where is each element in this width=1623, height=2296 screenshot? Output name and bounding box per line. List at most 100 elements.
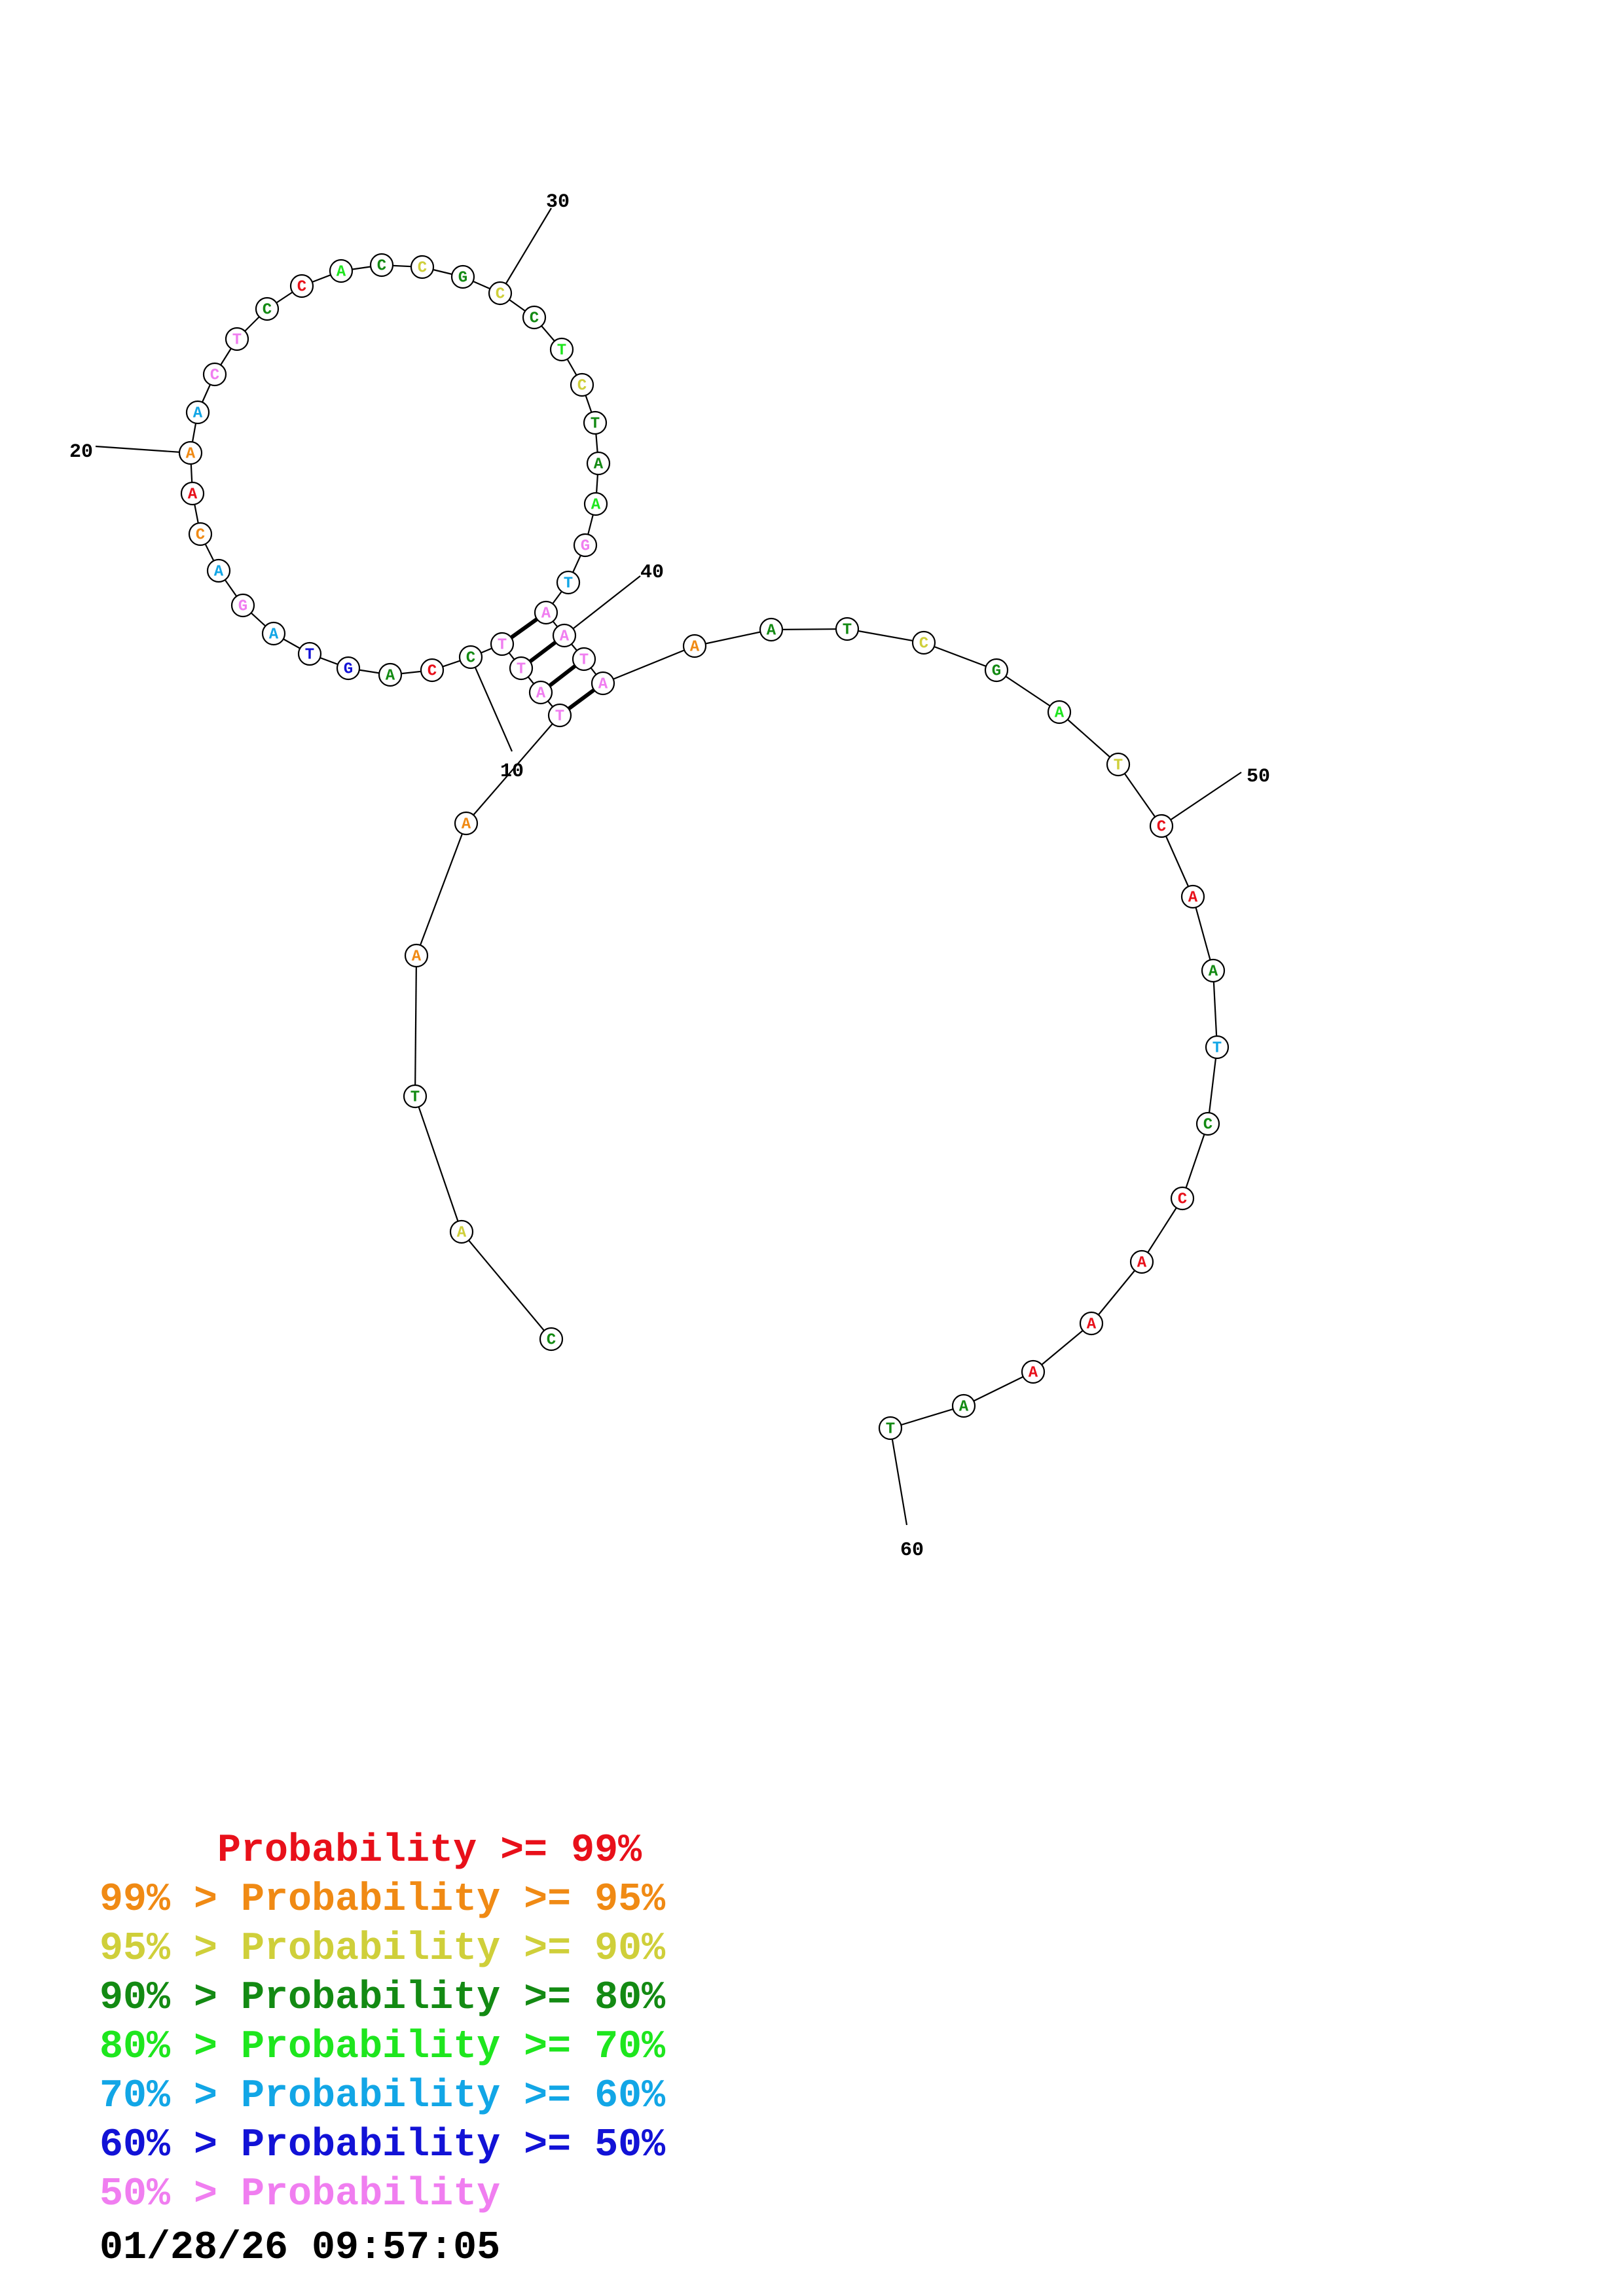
legend-entry-6: 60% > Probability >= 50% (100, 2123, 666, 2168)
nucleotide-circle (509, 656, 534, 681)
position-label: 40 (640, 562, 664, 584)
timestamp: 01/28/26 09:57:05 (100, 2226, 501, 2270)
nucleotide-circle (378, 662, 403, 687)
nucleotide-letter: A (193, 404, 203, 422)
nucleotide-letter: T (591, 415, 600, 433)
nucleotide-letter: T (886, 1420, 895, 1438)
nucleotide: A (591, 671, 615, 696)
nucleotide: A (185, 400, 210, 425)
nucleotide: T (878, 1416, 903, 1441)
nucleotide-letter: C (919, 635, 928, 653)
tick-line (564, 575, 641, 636)
nucleotide-letter: T (1114, 757, 1123, 774)
position-label: 30 (546, 191, 570, 213)
backbone-segment (602, 645, 695, 685)
nucleotide-letter: A (1137, 1254, 1147, 1272)
nucleotide-letter: A (1029, 1364, 1038, 1382)
nucleotide-letter: T (579, 651, 589, 669)
nucleotide-letter: C (263, 301, 272, 319)
nucleotide: G (336, 656, 361, 681)
nucleotide-letter: A (959, 1398, 969, 1416)
tick-line (500, 207, 552, 294)
nucleotide: A (951, 1393, 976, 1418)
nucleotide: T (1205, 1035, 1230, 1060)
nucleotide-letter: C (1203, 1116, 1213, 1134)
nucleotide-circle (528, 680, 553, 705)
nucleotide: C (522, 305, 547, 330)
backbone-segment (1059, 711, 1119, 765)
nucleotide-circle (586, 451, 611, 476)
nucleotide: A (1079, 1311, 1104, 1336)
nucleotide-circle (490, 632, 515, 656)
nucleotide-letter: A (1087, 1316, 1097, 1333)
position-label: 50 (1247, 766, 1270, 788)
backbone-segment (1181, 1123, 1209, 1199)
nucleotide-circle (329, 259, 354, 283)
nucleotide-circle (403, 1084, 428, 1109)
nucleotide: A (586, 451, 611, 476)
nucleotide-letter: A (386, 667, 395, 685)
nucleotide-letter: A (337, 263, 346, 281)
nucleotide-letter: A (1209, 963, 1218, 980)
legend-entry-4: 80% > Probability >= 70% (100, 2025, 666, 2070)
nucleotide: A (583, 492, 608, 516)
nucleotide-letter: C (496, 285, 505, 303)
nucleotide-circle (878, 1416, 903, 1441)
backbone-segment (963, 1371, 1034, 1407)
tick-line (95, 445, 191, 454)
nucleotide: C (369, 253, 394, 278)
tick-line (889, 1427, 908, 1526)
nucleotide: A (1201, 958, 1226, 983)
nucleotide: T (556, 570, 581, 595)
nucleotide-letter: C (547, 1331, 556, 1349)
nucleotide-circle (297, 641, 322, 666)
nucleotide-letter: G (992, 662, 1001, 680)
nucleotide: C (458, 645, 483, 670)
backbone-segment (1032, 1323, 1092, 1372)
nucleotide: G (230, 593, 255, 618)
nucleotide-letter: A (412, 948, 422, 965)
nucleotide: T (835, 617, 860, 641)
nucleotide-circle (255, 296, 280, 321)
backbone-segment (1160, 825, 1194, 897)
backbone-segment (1207, 1047, 1218, 1124)
nucleotide-letter: A (690, 638, 700, 656)
nucleotide-circle (454, 811, 479, 836)
legend-entry-5: 70% > Probability >= 60% (100, 2074, 666, 2119)
nucleotide-circle (1149, 814, 1174, 838)
backbone-segment (1212, 970, 1218, 1048)
nucleotide-circle (522, 305, 547, 330)
nucleotide: C (420, 658, 445, 683)
nucleotide-letter: A (457, 1224, 467, 1242)
nucleotide: A (534, 600, 558, 625)
nucleotide: T (1106, 752, 1131, 777)
nucleotide-circle (206, 558, 231, 583)
nucleotide: A (1129, 1249, 1154, 1274)
nucleotide-letter: T (498, 636, 507, 654)
nucleotide-circle (591, 671, 615, 696)
nucleotide: C (202, 362, 227, 387)
nucleotide-circle (202, 362, 227, 387)
nucleotide-circle (404, 943, 429, 968)
nucleotide: T (583, 410, 608, 435)
position-label: 20 (69, 441, 93, 463)
nucleotide-circle (682, 634, 707, 658)
nucleotide-circle (1047, 700, 1072, 725)
nucleotide: A (206, 558, 231, 583)
nucleotide-circle (984, 658, 1009, 683)
backbone-segment (465, 715, 560, 824)
backbone-segment (1118, 764, 1162, 827)
nucleotide: T (403, 1084, 428, 1109)
nucleotide: C (188, 522, 213, 547)
nucleotide-letter: A (594, 456, 604, 473)
nucleotide: A (682, 634, 707, 658)
nucleotide-letter: C (1178, 1191, 1187, 1208)
nucleotide: C (570, 372, 594, 397)
nucleotide-letter: T (557, 342, 566, 359)
nucleotide-circle (583, 410, 608, 435)
nucleotide: T (547, 703, 572, 728)
nucleotide-circle (835, 617, 860, 641)
nucleotide-letter: C (530, 310, 539, 327)
